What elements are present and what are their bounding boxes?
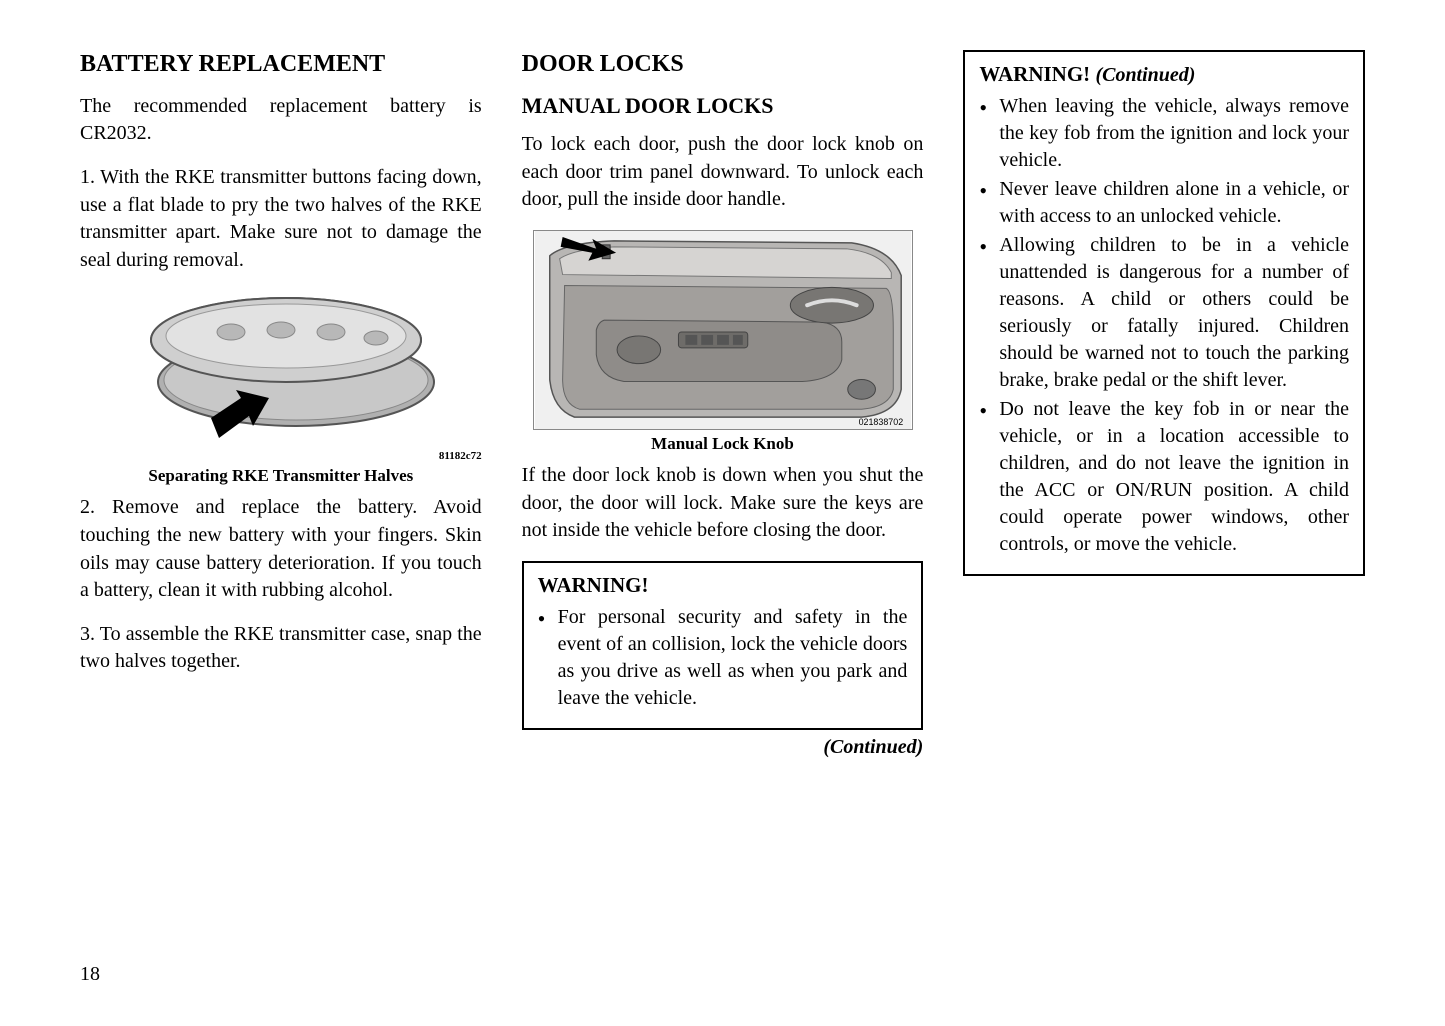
heading-battery-replacement: BATTERY REPLACEMENT xyxy=(80,50,482,79)
figure-keyfob: 81182c72 Separating RKE Transmitter Halv… xyxy=(80,290,482,486)
figure-keyfob-image xyxy=(80,290,482,450)
warning-list-2: When leaving the vehicle, always remove … xyxy=(979,93,1349,558)
door-locks-p1: To lock each door, push the door lock kn… xyxy=(522,131,924,214)
heading-door-locks: DOOR LOCKS xyxy=(522,50,924,79)
warning-2-item-3: Allowing children to be in a vehicle una… xyxy=(979,232,1349,394)
column-2: DOOR LOCKS MANUAL DOOR LOCKS To lock eac… xyxy=(522,50,924,986)
warning-2-item-4: Do not leave the key fob in or near the … xyxy=(979,396,1349,558)
warning-list-1: For personal security and safety in the … xyxy=(538,604,908,712)
figure-code-1: 81182c72 xyxy=(80,450,482,462)
keyfob-illustration xyxy=(121,290,441,450)
warning-title-2-cont: (Continued) xyxy=(1095,64,1195,86)
figure-door-panel: 021838702 Manual Lock Knob xyxy=(522,230,924,454)
heading-manual-door-locks: MANUAL DOOR LOCKS xyxy=(522,93,924,119)
door-locks-p2: If the door lock knob is down when you s… xyxy=(522,462,924,545)
column-1: BATTERY REPLACEMENT The recommended repl… xyxy=(80,50,482,986)
figure-code-2-text: 021838702 xyxy=(858,417,903,427)
warning-title-1: WARNING! xyxy=(538,573,908,598)
warning-2-item-2: Never leave children alone in a vehicle,… xyxy=(979,176,1349,230)
continued-label: (Continued) xyxy=(522,736,924,759)
step-3: 3. To assemble the RKE transmitter case,… xyxy=(80,621,482,676)
figure-door-panel-image: 021838702 xyxy=(522,230,924,430)
column-3: WARNING! (Continued) When leaving the ve… xyxy=(963,50,1365,986)
warning-2-item-1: When leaving the vehicle, always remove … xyxy=(979,93,1349,174)
warning-box-1: WARNING! For personal security and safet… xyxy=(522,561,924,730)
door-panel-illustration: 021838702 xyxy=(533,230,913,430)
step-1: 1. With the RKE transmitter buttons faci… xyxy=(80,164,482,274)
page-number: 18 xyxy=(80,963,100,986)
warning-box-2: WARNING! (Continued) When leaving the ve… xyxy=(963,50,1365,576)
warning-title-2-text: WARNING! xyxy=(979,62,1090,86)
intro-text: The recommended replacement battery is C… xyxy=(80,93,482,148)
step-2: 2. Remove and replace the battery. Avoid… xyxy=(80,494,482,604)
figure-caption-1: Separating RKE Transmitter Halves xyxy=(148,466,413,486)
warning-title-2: WARNING! (Continued) xyxy=(979,62,1349,87)
manual-page: BATTERY REPLACEMENT The recommended repl… xyxy=(80,50,1365,986)
figure-caption-2: Manual Lock Knob xyxy=(651,434,794,454)
warning-1-item-1: For personal security and safety in the … xyxy=(538,604,908,712)
